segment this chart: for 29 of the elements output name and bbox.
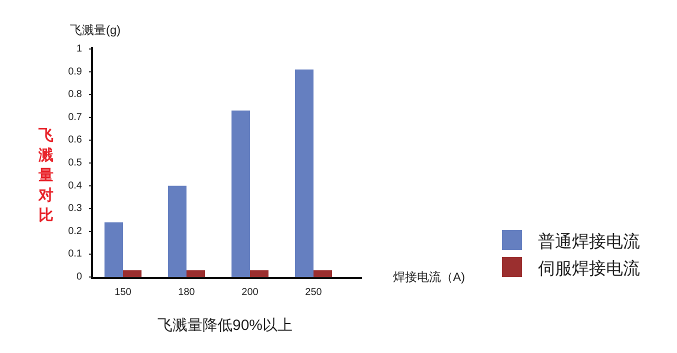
y-tick-label: 0.6 <box>68 134 82 146</box>
bar <box>104 222 123 277</box>
y-tick-label: 0.7 <box>68 112 82 123</box>
bar <box>314 270 332 277</box>
y-tick-label: 1 <box>76 44 82 54</box>
y-tick-label: 0.5 <box>68 158 82 168</box>
text: 飞溅量降低90%以上 <box>157 317 293 334</box>
x-tick-label: 200 <box>242 287 259 298</box>
x-axis-title: 焊接电流（A) <box>393 270 466 284</box>
y-tick-label: 0.3 <box>68 203 82 214</box>
y-tick-label: 0.1 <box>68 248 82 260</box>
legend-label: 普通焊接电流 <box>538 232 640 251</box>
bar <box>168 186 186 277</box>
bar <box>123 270 142 277</box>
bar <box>186 270 205 277</box>
y-tick-label: 0 <box>76 272 82 282</box>
bar <box>250 270 268 277</box>
y-tick-label: 0.4 <box>68 180 82 192</box>
legend-label: 伺服焊接电流 <box>538 259 640 278</box>
x-tick-label: 180 <box>178 287 196 298</box>
y-tick-label: 0.2 <box>68 226 82 237</box>
x-tick-label: 250 <box>305 287 322 298</box>
text: 飞溅量对比 <box>38 127 54 224</box>
y-axis-title: 飞溅量(g) <box>70 23 121 37</box>
x-tick-label: 150 <box>114 287 132 298</box>
y-tick-label: 0.8 <box>68 89 82 100</box>
y-tick-label: 0.9 <box>68 66 82 78</box>
bar <box>232 110 250 277</box>
bar <box>295 70 314 277</box>
